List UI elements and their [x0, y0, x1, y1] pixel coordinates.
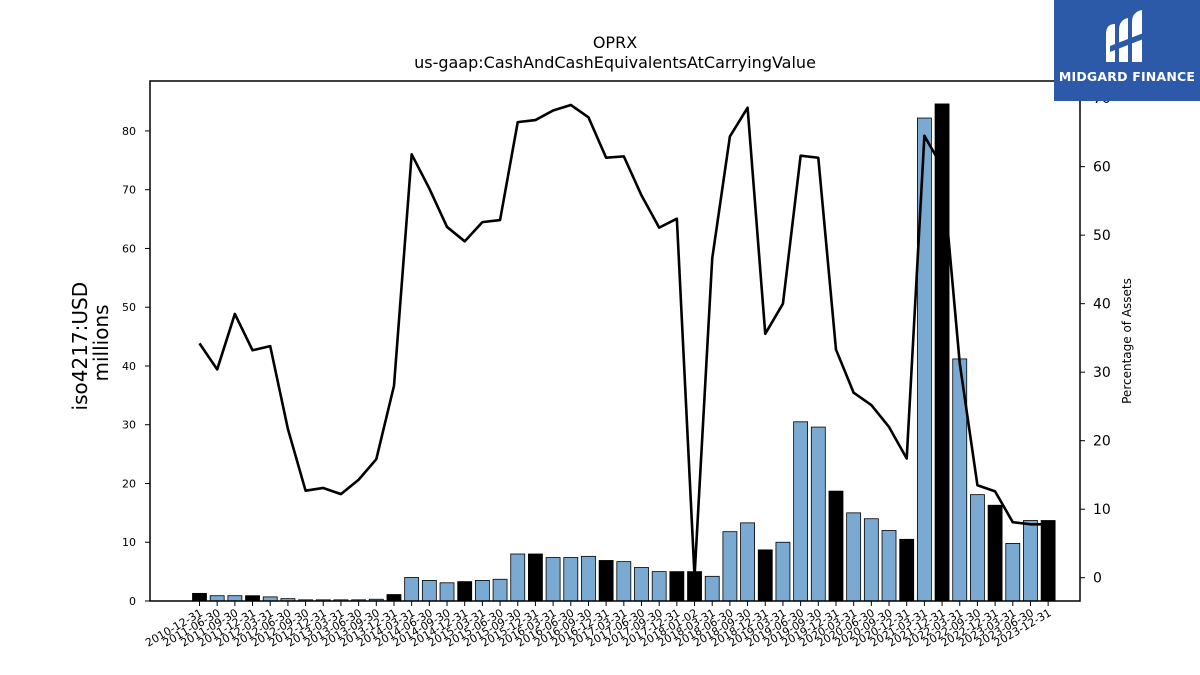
right-tick-label: 60 [1093, 160, 1111, 176]
bar-2016-06-30 [563, 557, 579, 602]
bar-2018-03-31 [704, 575, 720, 602]
bar-2010-12-31 [192, 592, 207, 602]
bars-layer [192, 103, 1056, 602]
bar-2022-09-30 [970, 494, 985, 602]
bar-2017-06-30 [634, 567, 649, 602]
bar-2011-06-30 [209, 595, 225, 602]
left-axis-title-line1: iso4217:USD [68, 282, 92, 411]
bar-2020-06-30 [863, 518, 879, 602]
bar-2020-03-31 [846, 512, 862, 602]
percentage-of-assets-line [198, 103, 1049, 578]
bar-2019-03-31 [775, 541, 791, 602]
right-tick-label: 50 [1093, 228, 1111, 244]
left-tick-label: 50 [122, 301, 136, 314]
right-tick-label: 30 [1093, 365, 1111, 381]
midgard-logo-icon [1106, 10, 1146, 62]
left-tick-label: 40 [122, 360, 136, 373]
chart-title: OPRX [593, 33, 637, 52]
bar-2018-06-30 [722, 531, 738, 602]
bar-2018-12-31 [757, 549, 773, 602]
bar-2016-09-30 [581, 555, 596, 602]
bar-2016-03-31 [545, 557, 561, 602]
bar-2023-03-31 [1005, 543, 1021, 602]
left-axis-title-line2: millions [89, 304, 113, 381]
right-tick-label: 0 [1093, 571, 1102, 587]
bar-2014-06-30 [421, 580, 437, 602]
left-tick-label: 20 [122, 477, 136, 490]
bar-2023-06-30 [1023, 520, 1038, 602]
left-tick-label: 10 [122, 536, 136, 549]
bar-2019-12-31 [828, 490, 844, 602]
left-axis: 0 10 20 30 40 50 60 70 80 [122, 125, 150, 608]
bar-2019-06-30 [793, 421, 809, 602]
right-axis-title: Percentage of Assets [1120, 278, 1134, 404]
bar-2021-03-31 [916, 117, 932, 602]
bar-2019-09-30 [810, 426, 826, 602]
bar-2020-09-30 [881, 530, 897, 602]
brand-name: MIDGARD FINANCE [1058, 69, 1196, 84]
bar-2017-12-31 [669, 571, 685, 602]
left-tick-label: 60 [122, 242, 136, 255]
x-axis: 2010-12-312011-06-302011-09-302011-12-31… [143, 601, 1054, 650]
left-tick-label: 70 [122, 184, 136, 197]
chart-subtitle: us-gaap:CashAndCashEquivalentsAtCarrying… [414, 53, 816, 72]
bar-2014-12-31 [457, 581, 473, 602]
left-tick-label: 80 [122, 125, 136, 138]
bar-2015-06-30 [492, 578, 508, 602]
plot-frame [149, 80, 1081, 602]
bar-2014-03-31 [404, 577, 420, 602]
bar-2022-12-31 [987, 504, 1003, 602]
left-tick-label: 0 [129, 595, 136, 608]
bar-2023-12-31 [1040, 520, 1056, 602]
bar-2011-12-31 [245, 595, 260, 602]
bar-2015-12-31 [528, 553, 543, 602]
bar-2017-03-31 [616, 561, 632, 602]
right-tick-label: 20 [1093, 434, 1111, 450]
bar-2020-12-31 [899, 538, 915, 602]
bar-2017-09-30 [651, 571, 667, 602]
right-tick-label: 10 [1093, 502, 1111, 518]
bar-2015-03-31 [474, 580, 490, 602]
left-tick-label: 30 [122, 419, 136, 432]
bar-2015-09-30 [510, 553, 526, 602]
bar-2018-09-30 [740, 522, 755, 602]
midgard-finance-logo: MIDGARD FINANCE [1054, 0, 1200, 101]
bar-2013-12-31 [386, 594, 402, 602]
bar-2016-12-31 [598, 560, 614, 602]
line-layer [198, 103, 1049, 578]
left-axis-title: iso4217:USD millions [68, 276, 113, 411]
bar-2014-09-30 [439, 582, 455, 602]
bar-2011-09-30 [227, 595, 243, 602]
right-tick-label: 40 [1093, 297, 1111, 313]
